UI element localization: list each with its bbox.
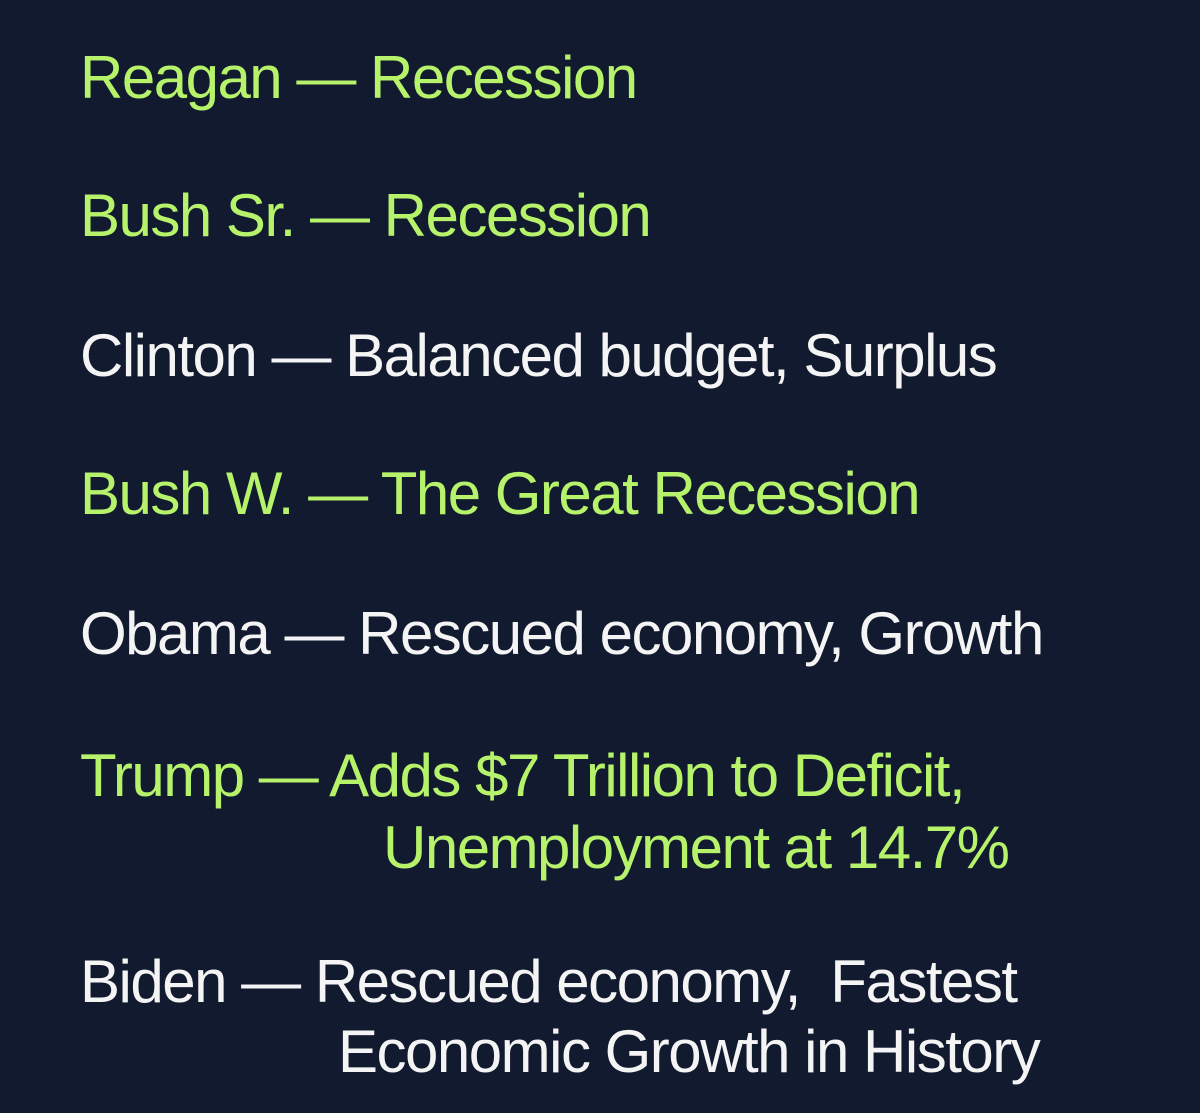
dash: — (296, 44, 356, 111)
president-name: Clinton (80, 322, 258, 389)
dash: — (284, 600, 344, 667)
entry-bush-sr: Bush Sr. — Recession (80, 182, 652, 250)
outcome-text: Balanced budget, Surplus (345, 322, 998, 389)
president-name: Bush Sr. (80, 182, 296, 249)
president-name: Biden (80, 948, 227, 1015)
outcome-text: Recession (383, 182, 652, 249)
dash: — (308, 460, 368, 527)
dash: — (271, 322, 331, 389)
entry-obama: Obama — Rescued economy, Growth (80, 600, 1044, 668)
entry-biden-continuation: Economic Growth in History (338, 1018, 1041, 1085)
entry-clinton: Clinton — Balanced budget, Surplus (80, 322, 998, 390)
president-name: Trump (80, 742, 245, 809)
entry-biden: Biden — Rescued economy, Fastest (80, 948, 1018, 1016)
outcome-text: Adds $7 Trillion to Deficit, (329, 742, 965, 809)
entry-trump-continuation: Unemployment at 14.7% (383, 814, 1010, 881)
outcome-text: Recession (370, 44, 638, 111)
president-name: Reagan (80, 44, 283, 111)
president-name: Bush W. (80, 460, 294, 527)
entry-reagan: Reagan — Recession (80, 44, 638, 112)
president-name: Obama (80, 600, 271, 667)
dash: — (309, 182, 370, 249)
entry-bush-w: Bush W. — The Great Recession (80, 460, 921, 528)
outcome-text: Rescued economy, Fastest (314, 948, 1018, 1015)
outcome-text: The Great Recession (380, 460, 921, 527)
outcome-text: Rescued economy, Growth (358, 600, 1044, 667)
dash: — (258, 742, 319, 809)
dash: — (241, 948, 301, 1015)
entry-trump: Trump — Adds $7 Trillion to Deficit, (80, 742, 966, 810)
